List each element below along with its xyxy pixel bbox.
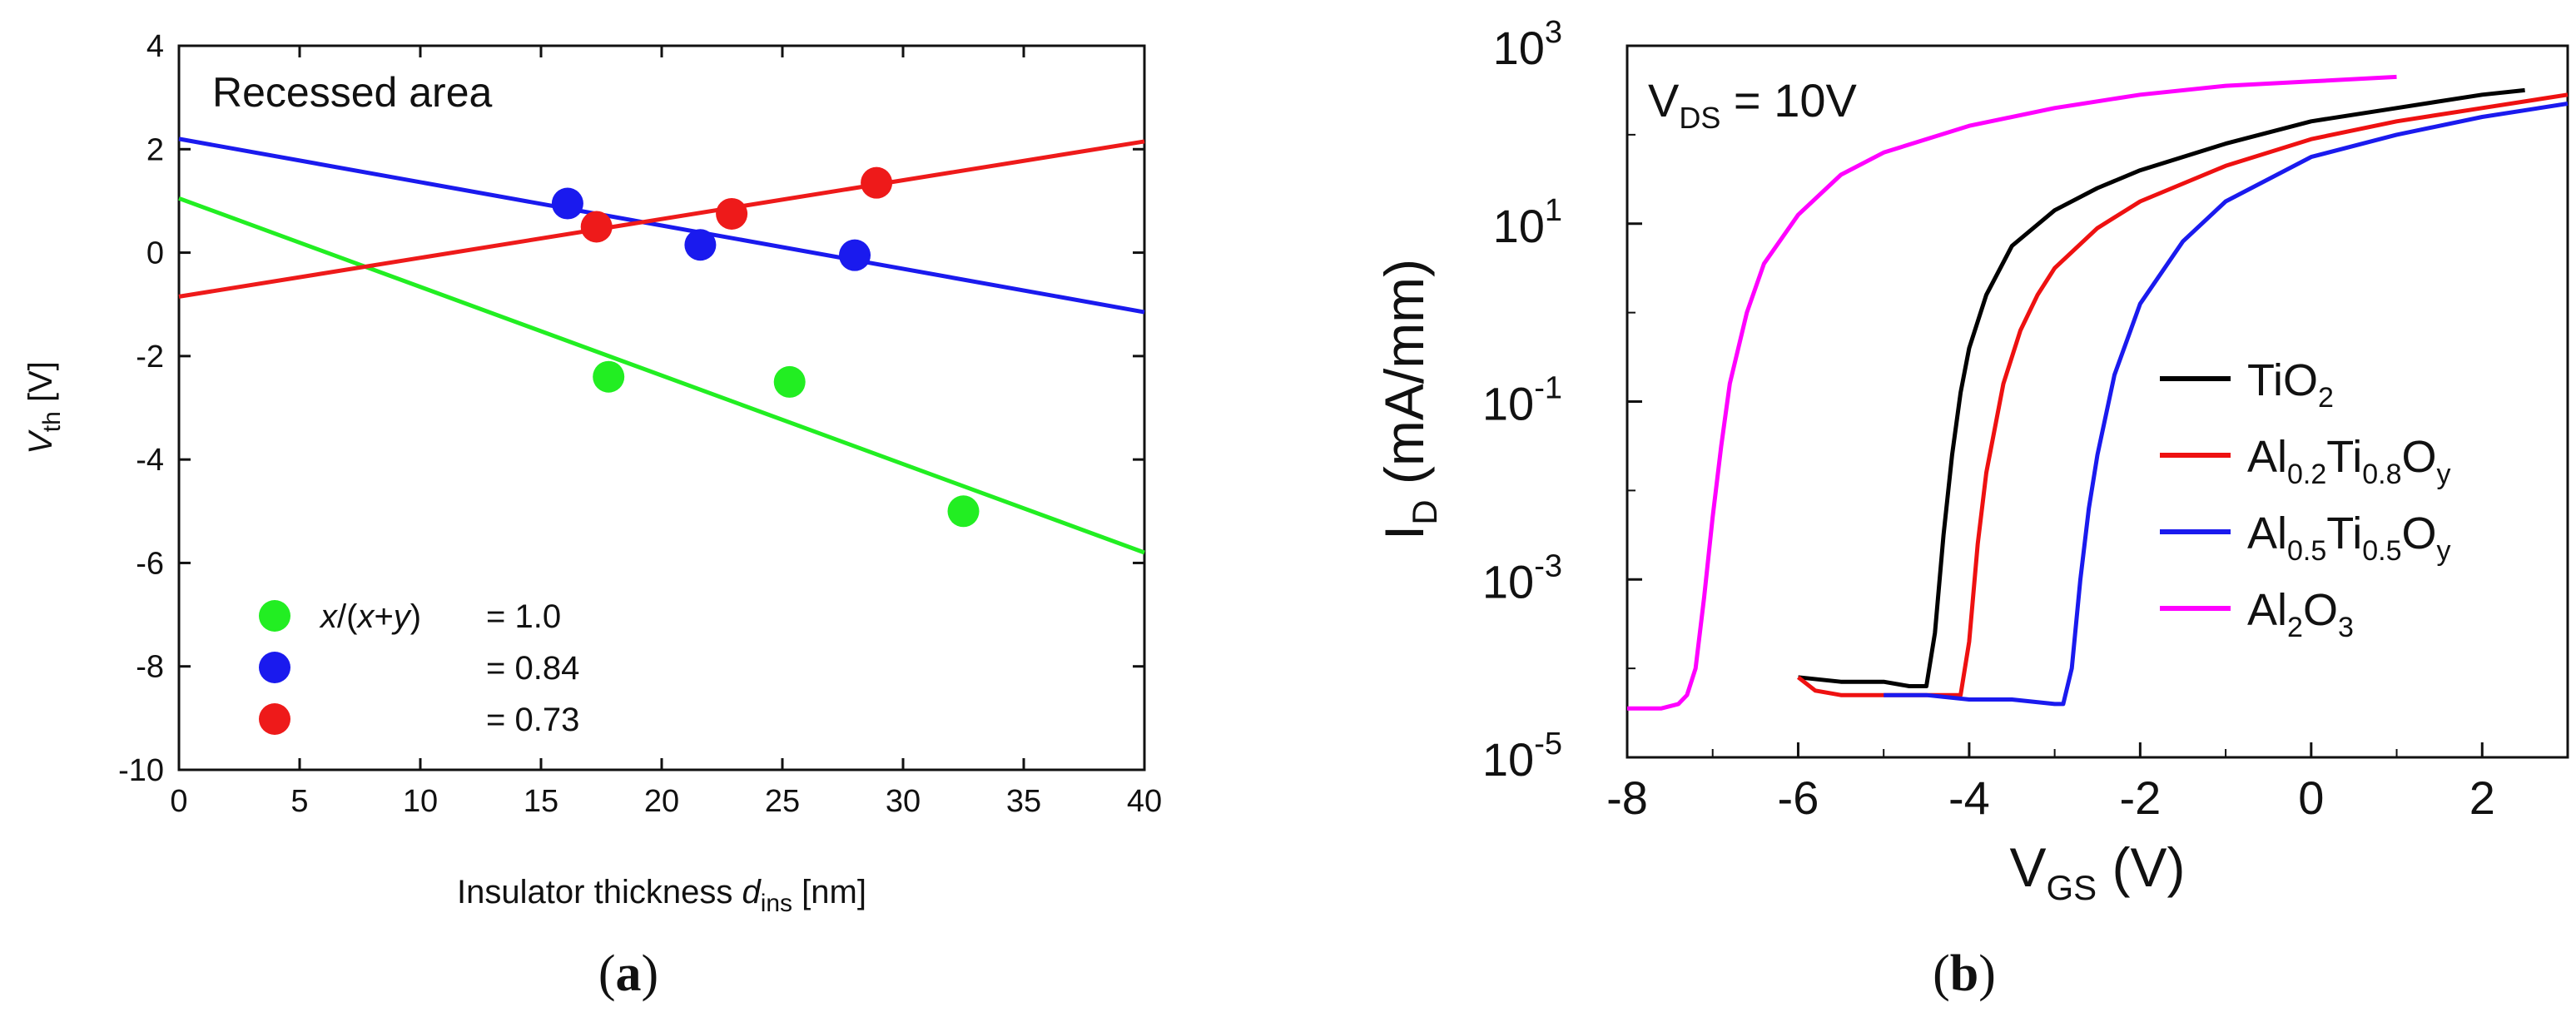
panel-a-title: Recessed area — [212, 69, 492, 116]
panel-b-annotation-main: V — [1648, 74, 1680, 127]
panel-a-x-tick-label: 0 — [170, 784, 187, 819]
panel-a-y-tick-label: -8 — [136, 650, 164, 685]
panel-a-x-tick-label: 15 — [524, 784, 558, 819]
panel-a-legend-label: = 0.73 — [486, 702, 579, 738]
panel-a-x-tick-label: 20 — [644, 784, 679, 819]
panel-a-xlabel-main: Insulator thickness — [457, 874, 742, 910]
panel-b-x-tick-label: -2 — [2119, 771, 2161, 824]
panel-a-y-tick-label: 2 — [146, 132, 164, 167]
panel-b-legend-label: Al2O3 — [2247, 585, 2354, 643]
panel-b-annotation-rest: = 10V — [1720, 74, 1857, 127]
panel-a-ticks: 0 5 10 15 20 25 30 35 40 -10 -8 -6 -4 -2 0 2 4 — [118, 29, 1162, 819]
panel-b-y-tick-label: 10-3 — [1482, 548, 1562, 608]
panel-b-x-tick-label: 2 — [2469, 771, 2495, 824]
panel-a-data-point — [551, 187, 583, 220]
panel-a-plot-frame — [177, 44, 1146, 771]
panel-a-legend: x/(x+y) = 1.0 = 0.84 = 0.73 — [259, 598, 579, 738]
panel-a-x-tick-label: 10 — [403, 784, 438, 819]
panel-b-x-tick-label: -4 — [1948, 771, 1990, 824]
panel-b-curve-3 — [1884, 102, 2569, 707]
panel-b-curve-1 — [1798, 87, 2525, 688]
panel-a-x-tick-label: 40 — [1127, 784, 1162, 819]
panel-b-curve-4 — [1627, 74, 2397, 711]
panel-b-y-axis-label: ID (mA/mm) — [1373, 259, 1444, 540]
panel-a-points — [551, 166, 980, 528]
panel-a-xlabel-sub: ins — [761, 890, 792, 917]
panel-b-y-tick-label: 10-1 — [1482, 371, 1562, 430]
panel-a-y-tick-label: -2 — [136, 340, 164, 375]
panel-b-legend: TiO2 Al0.2Ti0.8Oy Al0.5Ti0.5Oy Al2O3 — [2160, 355, 2451, 643]
panel-a-y-tick-label: -4 — [136, 443, 164, 478]
panel-b-curve-2 — [1796, 92, 2569, 697]
panel-a-y-axis-label: Vth [V] — [22, 361, 66, 454]
panel-a-x-tick-label: 30 — [886, 784, 921, 819]
panel-b-xlabel-unit: (V) — [2097, 836, 2185, 898]
panel-b-x-axis-label: VGS (V) — [2009, 836, 2185, 907]
panel-b-x-tick-label: -8 — [1606, 771, 1648, 824]
panel-a-data-point — [580, 211, 613, 243]
panel-b-ylabel-unit: (mA/mm) — [1373, 259, 1435, 500]
panel-b-x-tick-label: -6 — [1778, 771, 1819, 824]
panel-a-x-tick-label: 5 — [290, 784, 308, 819]
panel-b-ylabel-sub: D — [1405, 499, 1444, 524]
panel-a-caption-close: ) — [642, 945, 659, 1002]
panel-a-fit-line-3 — [178, 139, 1145, 299]
panel-b-caption: (b) — [1933, 945, 1996, 1002]
panel-b-x-tick-label: 0 — [2298, 771, 2324, 824]
panel-b-y-tick-label: 101 — [1493, 193, 1562, 252]
panel-a-data-point — [947, 495, 980, 528]
panel-b-legend-label: Al0.5Ti0.5Oy — [2247, 508, 2451, 567]
panel-b-ylabel-main: I — [1373, 525, 1435, 540]
panel-b-plot-frame — [1626, 44, 2569, 759]
panel-a-data-point — [839, 239, 871, 271]
panel-a-ylabel-italic: V — [22, 429, 59, 454]
panel-a-caption-letter: a — [616, 945, 642, 1002]
panel-b-annotation: VDS = 10V — [1648, 74, 1857, 135]
panel-b-caption-letter: b — [1950, 945, 1978, 1002]
panel-b-xlabel-main: V — [2009, 836, 2046, 898]
panel-a-legend-prefix: x/(x+y) — [319, 598, 421, 635]
panel-a-data-point — [773, 365, 806, 398]
panel-a-xlabel-unit: [nm] — [792, 874, 866, 910]
panel-a-data-point — [593, 360, 625, 393]
panel-a-y-tick-label: -6 — [136, 546, 164, 581]
panel-a-xlabel-italic: d — [742, 874, 762, 910]
panel-a-legend-marker — [259, 703, 290, 735]
panel-b-annotation-sub: DS — [1679, 101, 1720, 135]
panel-b-legend-label: Al0.2Ti0.8Oy — [2247, 432, 2451, 490]
panel-a-data-point — [716, 197, 748, 230]
panel-b-ticks: -8 -6 -4 -2 0 2 10-5 10-3 10-1 101 103 — [1482, 15, 2569, 824]
panel-a-legend-label: = 0.84 — [486, 650, 579, 687]
panel-a-fit-line-1 — [178, 196, 1145, 555]
panel-a-fit-lines — [178, 136, 1145, 555]
panel-a-data-point — [684, 229, 717, 261]
panel-a-chart: 0 5 10 15 20 25 30 35 40 -10 -8 -6 -4 -2 0 2 4 Recessed … — [22, 29, 1162, 1002]
panel-a-data-point — [861, 166, 893, 199]
panel-a-legend-label: = 1.0 — [486, 598, 561, 635]
panel-a-x-axis-label: Insulator thickness dins [nm] — [457, 874, 866, 917]
panel-a-y-tick-label: 4 — [146, 29, 164, 64]
panel-a-x-tick-label: 35 — [1006, 784, 1041, 819]
panel-a-caption-open: ( — [598, 945, 616, 1002]
panel-a-legend-marker — [259, 652, 290, 683]
panel-b-caption-close: ) — [1978, 945, 1996, 1002]
panel-a-y-tick-label: -10 — [118, 753, 164, 788]
panel-a-legend-marker — [259, 600, 290, 632]
panel-a-caption: (a) — [598, 945, 658, 1002]
panel-a-ylabel-unit: [V] — [22, 361, 59, 411]
panel-b-caption-open: ( — [1933, 945, 1950, 1002]
panel-b-y-tick-label: 10-5 — [1482, 727, 1562, 786]
panel-a-x-tick-label: 25 — [765, 784, 800, 819]
panel-a-ylabel-sub: th — [38, 411, 66, 432]
panel-b-y-tick-label: 103 — [1493, 15, 1562, 74]
panel-a-y-tick-label: 0 — [146, 236, 164, 271]
panel-b-xlabel-sub: GS — [2047, 868, 2097, 907]
panel-a-fit-line-2 — [178, 136, 1145, 315]
panel-b-legend-label: TiO2 — [2247, 355, 2334, 414]
panel-b-curves — [1627, 74, 2569, 711]
